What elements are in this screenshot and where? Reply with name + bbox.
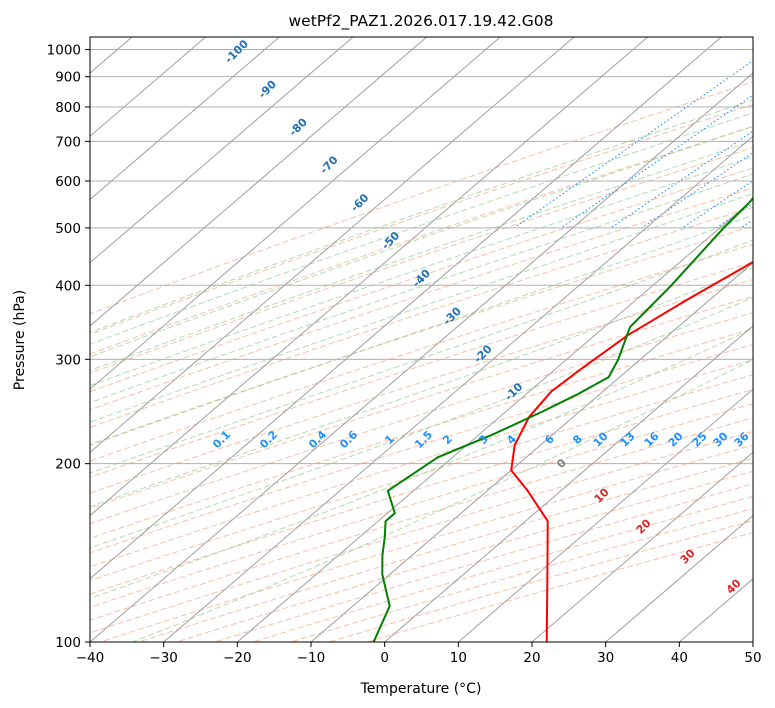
dry-adiabat-line [328,520,753,642]
isotherm-line [90,37,501,390]
mixing-ratio-line [610,130,753,229]
isotherm-line [90,37,354,264]
isotherm-line [310,262,753,642]
dry-adiabat-line [90,167,753,393]
isotherm-line [90,37,575,454]
dry-adiabat-line [252,495,753,642]
y-tick-label: 600 [55,174,81,190]
moist-adiabat-line [90,296,753,549]
isotherm-line [384,325,753,642]
y-axis: 100 200 300 400 500 600 700 800 900 1000 [47,43,90,651]
mixing-ratio-line [513,59,753,229]
dry-adiabat-line [176,470,753,642]
moist-adiabat-line [90,155,753,387]
isotherm-line [605,514,753,642]
isotherm-line [90,37,722,580]
dry-adiabat-line [90,343,753,554]
plot-area [90,37,753,642]
x-tick-label: 10 [450,650,467,666]
x-tick-label: 20 [523,650,540,666]
plot-frame [89,36,754,643]
moist-adiabat-line [90,267,753,508]
dry-adiabat-line [90,206,753,428]
moist-adiabat-line [132,359,753,642]
chart-title: wetPf2_PAZ1.2026.017.19.42.G08 [289,12,554,31]
moist-adiabat-line [90,125,753,358]
isotherm-line [163,135,753,642]
dry-adiabat-line [90,403,753,608]
dry-adiabats [90,81,753,642]
x-tick-label: −10 [297,650,326,666]
y-tick-label: 200 [55,457,81,473]
temperature-profile-line [510,260,753,642]
isotherms [90,37,753,642]
moist-adiabat-line [90,99,753,333]
y-tick-label: 900 [55,70,81,86]
dry-adiabat-line [100,444,753,642]
moist-adiabat-line [90,140,753,372]
y-tick-label: 300 [55,352,81,368]
isotherm-line [531,451,753,642]
x-tick-label: −30 [149,650,178,666]
isotherm-line [90,72,753,642]
moist-adiabat-line [90,214,753,446]
x-axis: −40 −30 −20 −10 0 10 20 30 40 50 [76,642,762,666]
dry-adiabat-line [90,295,753,510]
dry-adiabat-line [90,417,753,621]
dry-adiabat-line [90,104,753,335]
isotherm-line [458,388,753,642]
y-tick-label: 1000 [47,43,81,59]
x-tick-label: 40 [671,650,688,666]
dewpoint-profile-line [372,116,753,642]
y-tick-label: 800 [55,100,81,116]
profile-lines [372,116,753,642]
isobar-gridlines [90,49,753,642]
dry-adiabat-line [90,431,753,634]
dry-adiabat-line [138,457,753,642]
y-tick-label: 400 [55,278,81,294]
dry-adiabat-line [90,278,753,494]
x-tick-label: −20 [223,650,252,666]
x-tick-label: 50 [744,650,761,666]
dry-adiabat-line [90,243,753,462]
isotherm-line [90,37,648,517]
dry-adiabat-line [90,81,753,315]
isotherm-line [90,37,280,201]
moist-adiabat-line [90,192,753,423]
x-tick-label: 30 [597,650,614,666]
moist-adiabat-line [90,173,753,404]
isotherm-line [237,198,753,642]
y-axis-label: Pressure (hPa) [12,290,28,390]
x-tick-label: −40 [76,650,105,666]
mixing-ratio-lines [513,59,753,229]
dry-adiabat-line [90,374,753,582]
x-axis-label: Temperature (°C) [360,681,482,697]
dry-adiabat-line [90,147,753,374]
isotherm-line [90,37,427,327]
x-tick-label: 0 [380,650,389,666]
moist-adiabat-line [90,327,753,600]
y-tick-label: 500 [55,221,81,237]
y-tick-label: 700 [55,134,81,150]
y-tick-label: 100 [55,635,81,651]
